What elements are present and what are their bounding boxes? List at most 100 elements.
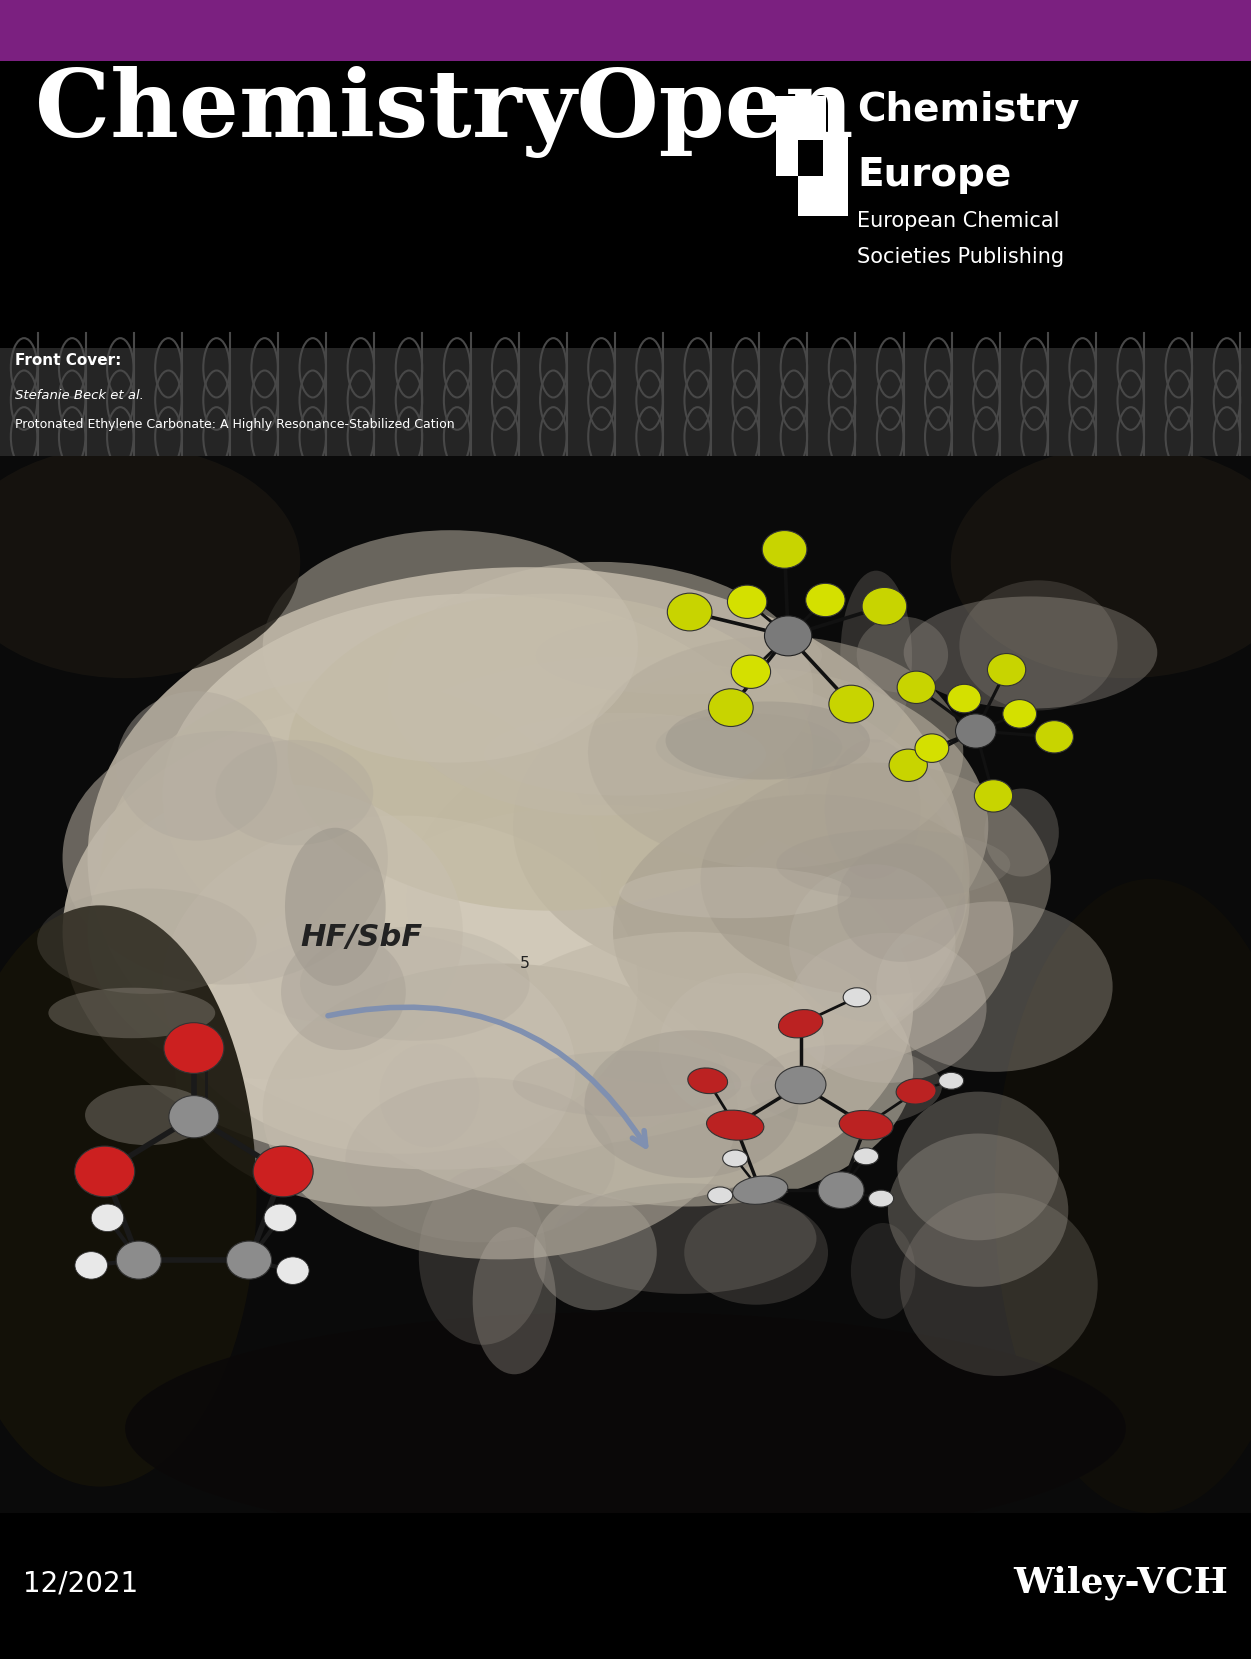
- Ellipse shape: [88, 567, 963, 1148]
- Bar: [798, 136, 848, 216]
- Ellipse shape: [285, 828, 385, 985]
- Ellipse shape: [0, 906, 256, 1486]
- Ellipse shape: [789, 932, 987, 1083]
- Ellipse shape: [552, 1183, 817, 1294]
- Text: Europe: Europe: [857, 156, 1011, 194]
- Ellipse shape: [244, 907, 390, 1020]
- Text: Chemistry: Chemistry: [857, 91, 1080, 129]
- Circle shape: [708, 688, 753, 727]
- Ellipse shape: [473, 1228, 555, 1374]
- Circle shape: [116, 1241, 161, 1279]
- Ellipse shape: [851, 1223, 916, 1319]
- Circle shape: [667, 594, 712, 630]
- Bar: [0, 1513, 1251, 1659]
- Text: HF/SbF: HF/SbF: [300, 922, 423, 952]
- Ellipse shape: [857, 617, 948, 693]
- Ellipse shape: [789, 864, 956, 1022]
- Ellipse shape: [463, 932, 913, 1206]
- Circle shape: [91, 1204, 124, 1231]
- Ellipse shape: [960, 581, 1117, 710]
- Ellipse shape: [818, 1171, 864, 1208]
- Circle shape: [764, 615, 812, 655]
- Ellipse shape: [985, 788, 1058, 876]
- Ellipse shape: [776, 1067, 826, 1103]
- Circle shape: [956, 713, 996, 748]
- Ellipse shape: [853, 1148, 878, 1165]
- Ellipse shape: [281, 657, 970, 1102]
- Circle shape: [947, 684, 981, 713]
- Ellipse shape: [684, 1201, 828, 1304]
- Ellipse shape: [535, 617, 822, 695]
- Bar: [776, 96, 826, 176]
- Circle shape: [987, 654, 1026, 685]
- Ellipse shape: [837, 844, 966, 962]
- Circle shape: [829, 685, 873, 723]
- Text: ChemistryOpen: ChemistryOpen: [35, 66, 853, 158]
- Ellipse shape: [63, 693, 813, 1170]
- Circle shape: [164, 1022, 224, 1073]
- Ellipse shape: [85, 1085, 210, 1145]
- Ellipse shape: [938, 1072, 963, 1090]
- Ellipse shape: [619, 866, 851, 917]
- Ellipse shape: [588, 635, 963, 868]
- Ellipse shape: [215, 740, 373, 844]
- Circle shape: [889, 750, 927, 781]
- Ellipse shape: [88, 783, 463, 1080]
- Ellipse shape: [688, 1068, 728, 1093]
- Circle shape: [862, 587, 907, 625]
- Ellipse shape: [777, 830, 1011, 899]
- Bar: [0, 61, 1251, 357]
- Text: $_5$: $_5$: [519, 951, 530, 972]
- Ellipse shape: [584, 1030, 798, 1178]
- Ellipse shape: [841, 571, 912, 743]
- Circle shape: [169, 1095, 219, 1138]
- Ellipse shape: [163, 816, 638, 1153]
- Text: Societies Publishing: Societies Publishing: [857, 247, 1065, 267]
- Ellipse shape: [896, 1078, 936, 1105]
- Text: Protonated Ethylene Carbonate: A Highly Resonance-Stabilized Cation: Protonated Ethylene Carbonate: A Highly …: [15, 418, 454, 431]
- Circle shape: [727, 586, 767, 619]
- Ellipse shape: [300, 926, 529, 1040]
- Ellipse shape: [175, 932, 575, 1206]
- FancyArrowPatch shape: [328, 1007, 646, 1146]
- Ellipse shape: [707, 1110, 764, 1140]
- Circle shape: [276, 1258, 309, 1284]
- Ellipse shape: [843, 987, 871, 1007]
- Ellipse shape: [513, 1050, 742, 1117]
- Circle shape: [914, 733, 948, 763]
- Ellipse shape: [263, 531, 638, 763]
- Bar: [0, 0, 1251, 60]
- Ellipse shape: [666, 702, 869, 780]
- Circle shape: [264, 1204, 296, 1231]
- Circle shape: [731, 655, 771, 688]
- Ellipse shape: [125, 1312, 1126, 1545]
- Circle shape: [1003, 700, 1037, 728]
- Circle shape: [226, 1241, 271, 1279]
- Circle shape: [75, 1146, 135, 1196]
- Ellipse shape: [659, 972, 824, 1121]
- Ellipse shape: [778, 1010, 823, 1039]
- Bar: [0, 348, 1251, 456]
- Ellipse shape: [951, 446, 1251, 679]
- Circle shape: [806, 584, 846, 617]
- Text: Front Cover:: Front Cover:: [15, 353, 121, 368]
- Ellipse shape: [995, 879, 1251, 1513]
- Ellipse shape: [0, 446, 300, 679]
- Ellipse shape: [484, 713, 766, 796]
- Ellipse shape: [345, 1078, 614, 1243]
- Circle shape: [1035, 720, 1073, 753]
- Ellipse shape: [733, 1176, 788, 1204]
- Ellipse shape: [419, 1168, 547, 1345]
- Bar: [798, 139, 823, 176]
- Ellipse shape: [49, 987, 215, 1039]
- Ellipse shape: [534, 1194, 657, 1311]
- Ellipse shape: [824, 740, 921, 879]
- Ellipse shape: [701, 763, 1051, 995]
- Text: 12/2021: 12/2021: [23, 1569, 138, 1598]
- Circle shape: [762, 531, 807, 569]
- Ellipse shape: [708, 1186, 733, 1204]
- Ellipse shape: [388, 562, 813, 816]
- Ellipse shape: [513, 667, 988, 984]
- Ellipse shape: [897, 1092, 1060, 1241]
- Ellipse shape: [877, 901, 1112, 1072]
